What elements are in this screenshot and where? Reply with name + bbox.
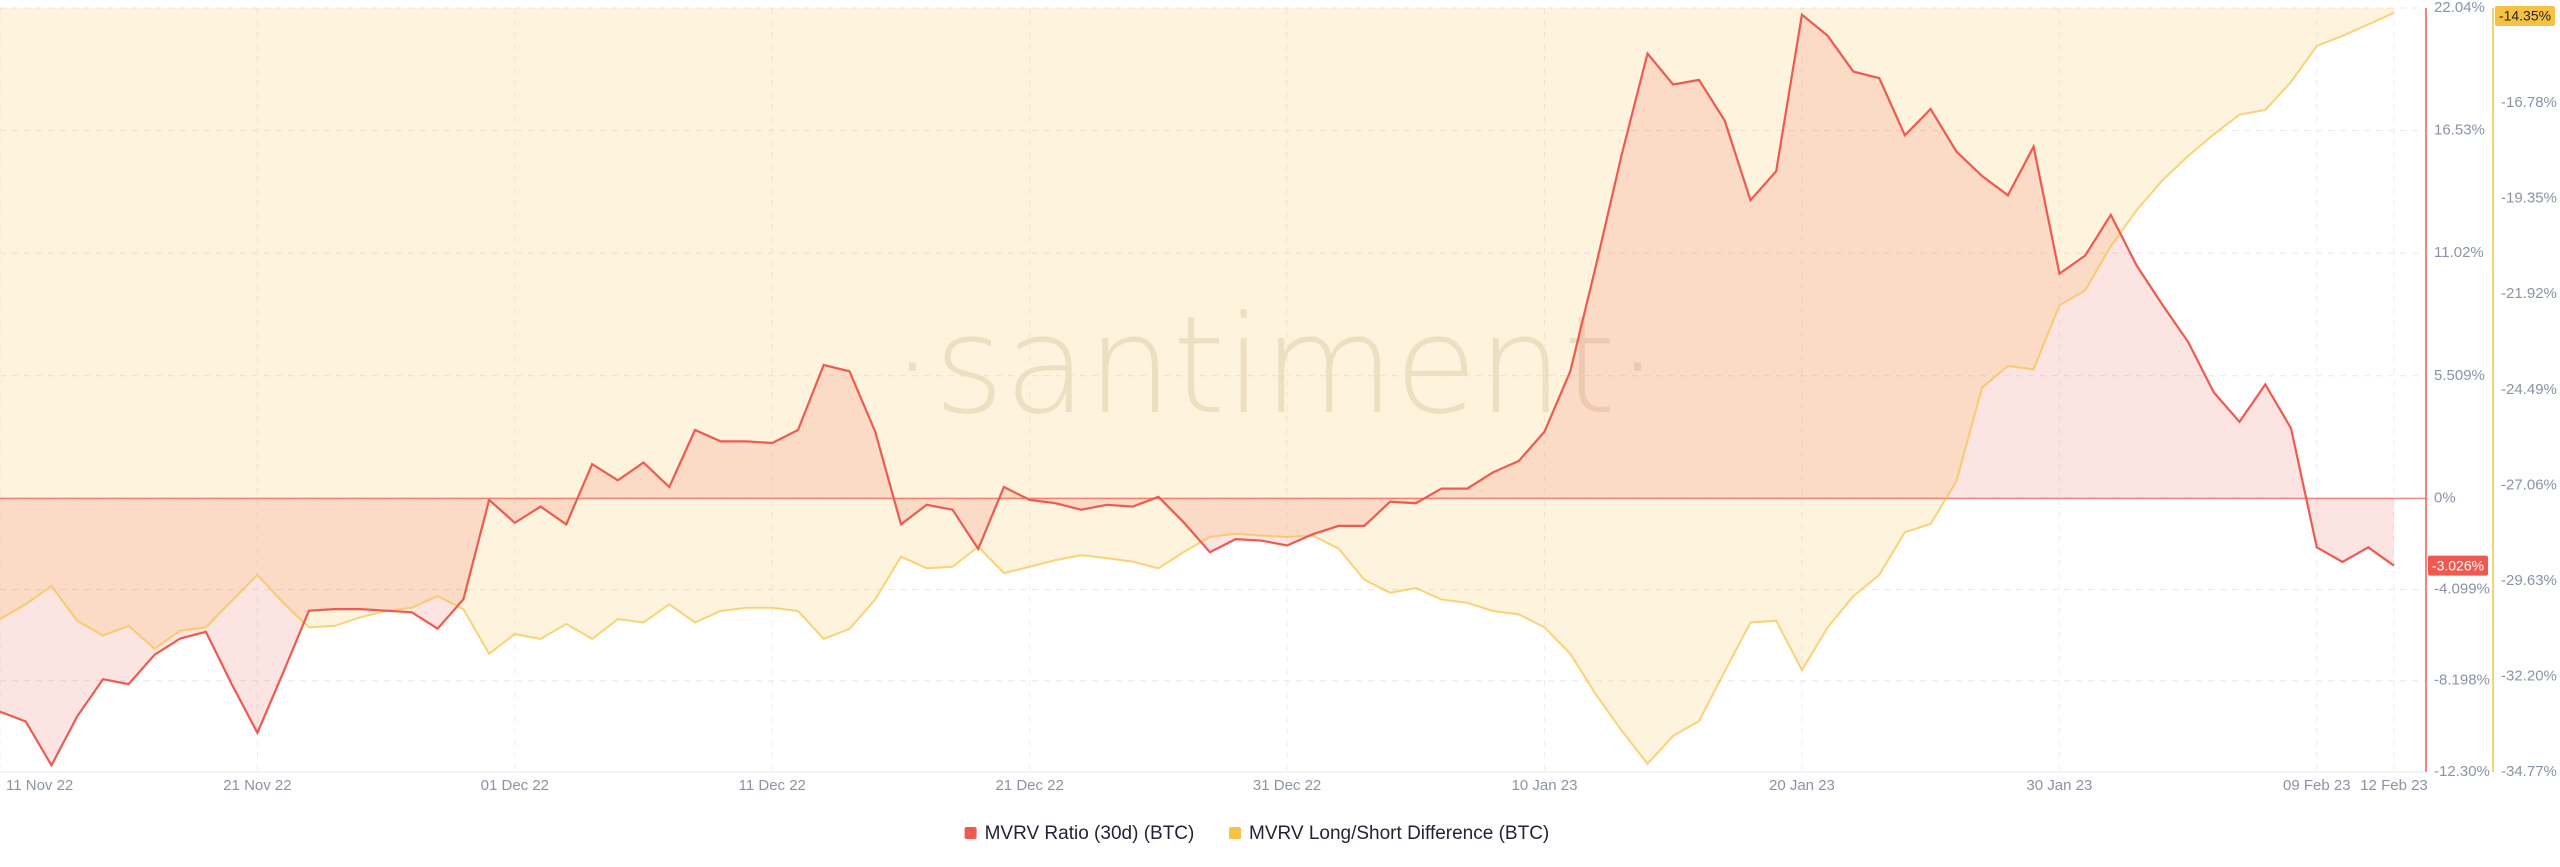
y-tick-label: 16.53% [2434,122,2485,139]
y2-tick-label: -16.78% [2501,94,2557,111]
legend-label: MVRV Ratio (30d) (BTC) [985,823,1195,844]
x-tick-label: 20 Jan 23 [1769,777,1835,794]
x-tick-label: 11 Nov 22 [6,777,73,794]
x-tick-label: 21 Nov 22 [223,777,291,794]
watermark: ·santiment· [891,287,1659,444]
value-label: -3.026% [2432,557,2484,573]
legend-label: MVRV Long/Short Difference (BTC) [1249,823,1549,844]
y-tick-label: 11.02% [2434,244,2484,261]
line [0,11,2395,766]
value-badge [2428,555,2488,576]
x-tick-label: 11 Dec 22 [739,777,806,794]
y2-tick-label: -21.92% [2501,285,2557,302]
y2-tick-label: -19.35% [2501,190,2557,207]
y2-tick-label: -34.77% [2501,763,2557,780]
y-tick-label: -12.30% [2434,763,2490,780]
x-tick-label: 30 Jan 23 [2026,777,2092,794]
y-tick-label: 5.509% [2434,367,2485,384]
area [0,8,2394,764]
x-tick-label: 01 Dec 22 [481,777,549,794]
y-tick-label: 22.04% [2434,0,2485,16]
value-label: -14.35% [2499,8,2551,24]
legend-swatch [964,827,977,839]
line [0,12,2395,768]
value-badge [2495,6,2555,26]
y-tick-label: -8.198% [2434,672,2490,689]
x-tick-label: 10 Jan 23 [1512,777,1578,794]
y2-tick-label: -27.06% [2501,476,2557,493]
y-tick-label: -4.099% [2434,581,2490,598]
x-tick-label: 21 Dec 22 [995,777,1063,794]
area [0,14,2394,766]
y2-tick-label: -29.63% [2501,572,2557,589]
y2-tick-label: -24.49% [2501,381,2557,398]
legend-swatch [1229,827,1241,839]
y2-tick-label: -32.20% [2501,667,2557,684]
x-tick-label: 12 Feb 23 [2360,777,2428,794]
y-tick-label: 0% [2434,489,2456,506]
x-tick-label: 31 Dec 22 [1253,777,1321,794]
x-tick-label: 09 Feb 23 [2283,777,2351,794]
